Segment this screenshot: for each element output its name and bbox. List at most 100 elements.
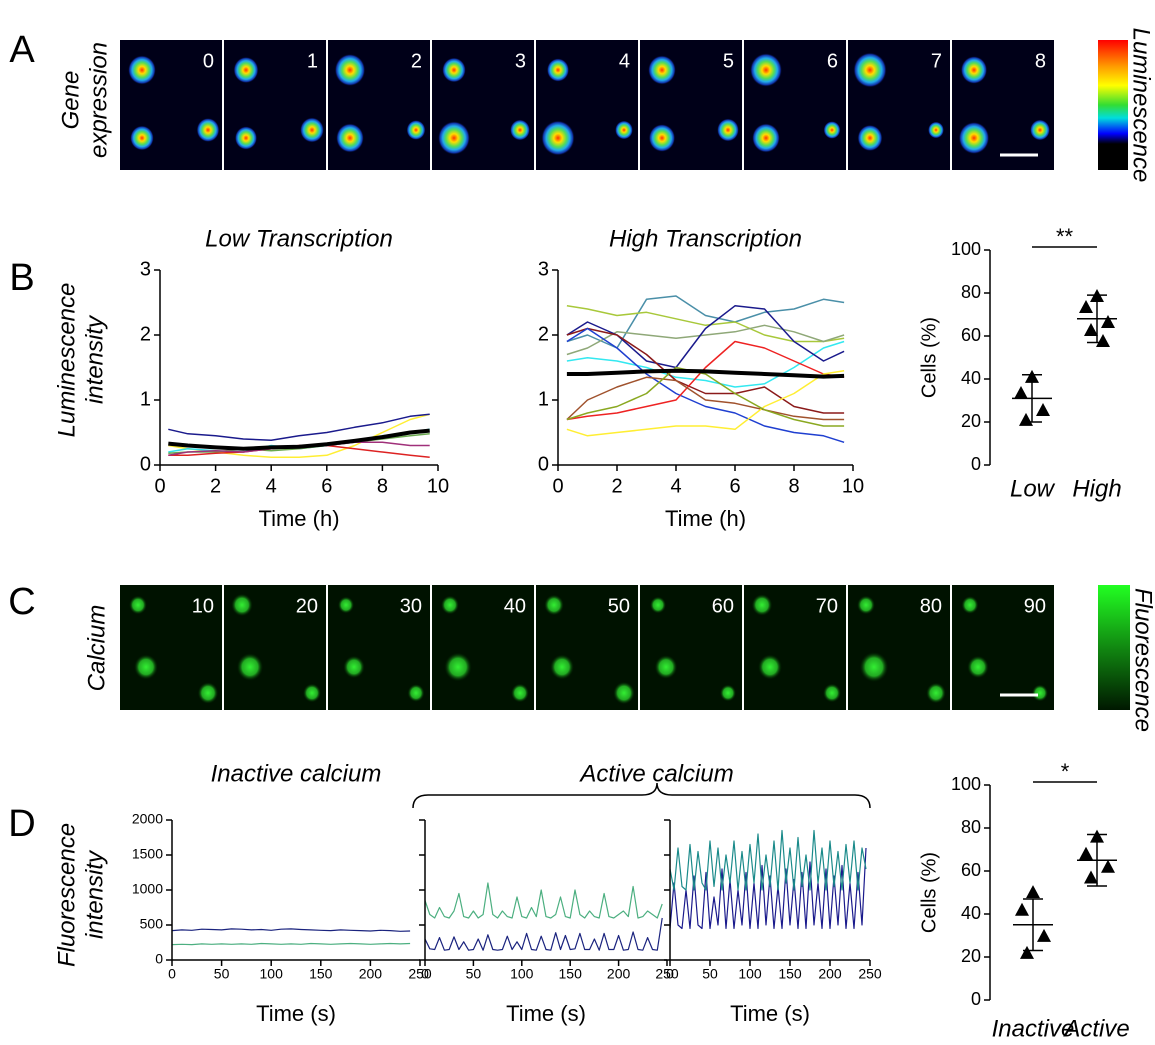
panel-letter: D (8, 803, 35, 845)
x-tick-label: 4 (670, 475, 681, 497)
cell (196, 117, 220, 143)
x-tick-label: 100 (260, 966, 284, 982)
y-tick-label: 100 (951, 239, 981, 259)
cell (511, 683, 529, 703)
error-bar (1087, 294, 1107, 344)
y-tick-label: 0 (538, 453, 549, 475)
colorbar (1098, 40, 1128, 170)
y-tick-label: 60 (961, 325, 981, 345)
side-label: Calcium (83, 605, 110, 692)
cell (134, 654, 158, 680)
cell (615, 120, 633, 140)
y-tick-label: 80 (961, 817, 981, 837)
cell (928, 121, 944, 139)
panel-letter: C (8, 581, 35, 623)
x-tick-label: 4 (266, 475, 277, 497)
cell (719, 684, 737, 702)
cell (823, 121, 841, 139)
cell (857, 124, 883, 152)
cell (751, 594, 773, 616)
x-tick-label: 6 (729, 475, 740, 497)
cell (303, 683, 321, 703)
panel-letter: A (9, 29, 35, 71)
side-label: Luminescence (53, 283, 80, 438)
cell (128, 55, 156, 85)
colorbar-label: Luminescence (1128, 28, 1155, 183)
cell (960, 56, 988, 84)
category-label: High (1072, 475, 1121, 502)
side-label: expression (85, 42, 112, 158)
y-tick-label: 2 (538, 323, 549, 345)
x-tick-label: 50 (214, 966, 230, 982)
y-tick-label: 1500 (132, 846, 163, 862)
y-tick-label: 2000 (132, 811, 163, 827)
panel-letter: B (9, 257, 34, 299)
side-label: Gene (57, 71, 84, 130)
chart-title: Low Transcription (205, 225, 393, 252)
x-axis-label: Time (h) (665, 506, 746, 531)
cell (823, 683, 841, 703)
frame-label: 80 (920, 595, 942, 617)
y-tick-label: 100 (951, 774, 981, 794)
point (1101, 315, 1115, 329)
x-axis-label: Time (s) (256, 1001, 336, 1026)
series-line (566, 305, 845, 369)
x-tick-label: 200 (359, 966, 383, 982)
chart-title: Inactive calcium (211, 760, 382, 787)
series-line (171, 942, 411, 946)
x-tick-label: 250 (655, 966, 679, 982)
x-tick-label: 0 (421, 966, 429, 982)
cell (130, 125, 154, 151)
cell (336, 123, 364, 153)
side-label: intensity (81, 849, 108, 939)
y-tick-label: 3 (140, 258, 151, 280)
frame-label: 40 (504, 595, 526, 617)
cell (300, 117, 324, 143)
series-line (424, 917, 663, 951)
colorbar-label: Fluorescence (1130, 588, 1155, 732)
point (1026, 885, 1040, 899)
chart-title: High Transcription (609, 225, 802, 252)
y-tick-label: 0 (155, 951, 163, 967)
x-tick-label: 8 (788, 475, 799, 497)
brace-title: Active calcium (578, 760, 733, 787)
y-tick-label: 80 (961, 282, 981, 302)
x-tick-label: 100 (510, 966, 534, 982)
frame-label: 20 (296, 595, 318, 617)
x-tick-label: 10 (427, 475, 449, 497)
cell (197, 682, 219, 704)
x-tick-label: 150 (778, 966, 802, 982)
series-line (168, 413, 430, 442)
x-tick-label: 150 (309, 966, 333, 982)
cell (654, 655, 678, 679)
series-line (566, 370, 845, 437)
point (1036, 402, 1050, 416)
series-line (566, 368, 845, 379)
x-tick-label: 50 (702, 966, 718, 982)
x-tick-label: 2 (210, 475, 221, 497)
side-label: Fluorescence (53, 823, 80, 967)
cell (407, 684, 425, 702)
point (1096, 333, 1110, 347)
cell (546, 58, 570, 82)
x-tick-label: 0 (168, 966, 176, 982)
frame-label: 3 (515, 50, 526, 72)
cell (541, 120, 575, 156)
series-line (566, 340, 845, 388)
frame-label: 6 (827, 50, 838, 72)
series-line (566, 305, 845, 343)
point (1014, 385, 1028, 399)
x-tick-label: 250 (858, 966, 882, 982)
frame-label: 1 (307, 50, 318, 72)
cell (231, 593, 253, 617)
cell (441, 595, 459, 615)
x-tick-label: 50 (466, 966, 482, 982)
point (1101, 859, 1115, 873)
y-tick-label: 500 (140, 916, 164, 932)
cell (649, 596, 667, 614)
y-tick-label: 40 (961, 903, 981, 923)
cell (236, 653, 264, 681)
x-tick-label: 200 (818, 966, 842, 982)
frame-label: 0 (203, 50, 214, 72)
cell (967, 655, 989, 679)
